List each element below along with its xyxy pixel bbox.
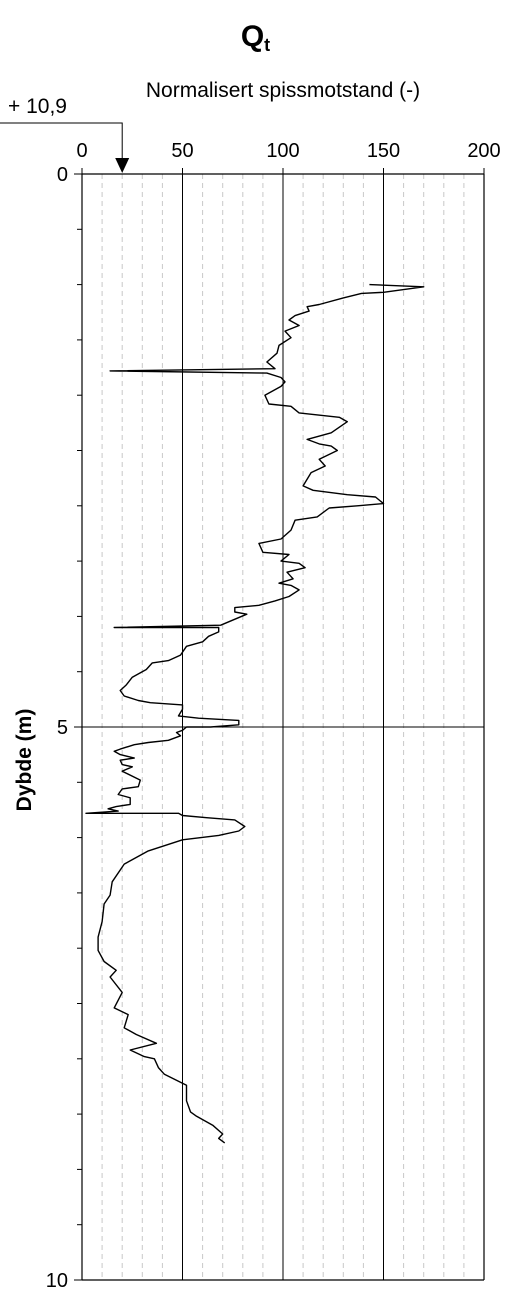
- series-line: [85, 283, 425, 1144]
- elevation-label: + 10,9: [8, 95, 67, 118]
- x-tick-label: 150: [367, 140, 400, 162]
- elevation-marker-arrow: [115, 158, 130, 173]
- x-tick-label: 100: [266, 140, 299, 162]
- x-tick-label: 0: [76, 140, 87, 162]
- y-tick-label: 0: [57, 164, 68, 186]
- chart-title-subscript: t: [264, 35, 271, 55]
- elevation-marker-line: [0, 122, 123, 158]
- chart-title: Qt: [0, 20, 511, 56]
- x-axis-title: Normalisert spissmotstand (-): [145, 79, 421, 102]
- x-tick-label: 200: [467, 140, 500, 162]
- y-tick-label: 10: [46, 1270, 68, 1292]
- y-tick-label: 5: [57, 717, 68, 739]
- x-tick-label: 50: [171, 140, 193, 162]
- chart-title-main: Q: [240, 20, 265, 53]
